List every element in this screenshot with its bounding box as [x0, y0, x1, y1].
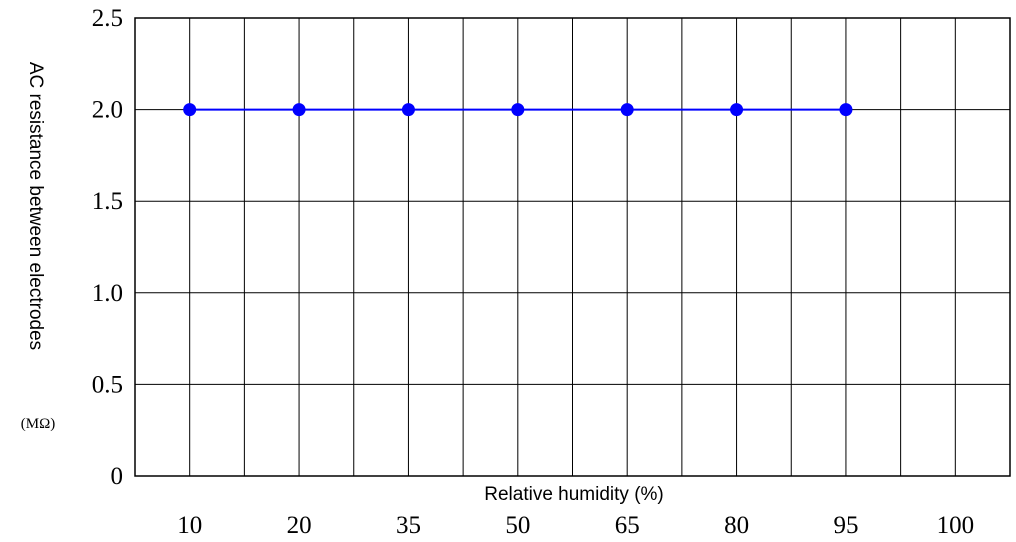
- x-axis-label: Relative humidity (%): [484, 484, 664, 505]
- y-tick-label: 0: [111, 463, 124, 490]
- y-tick-label: 1.0: [92, 280, 123, 307]
- y-axis-label: AC resistance between electrodes: [25, 62, 46, 350]
- x-tick-label: 35: [396, 512, 421, 539]
- x-tick-label: 50: [505, 512, 530, 539]
- y-tick-label: 2.5: [92, 5, 123, 32]
- y-tick-labels: 0 0.5 1.0 1.5 2.0 2.5: [92, 5, 123, 490]
- x-tick-label: 20: [287, 512, 312, 539]
- x-tick-label: 95: [833, 512, 858, 539]
- data-point: [183, 103, 197, 117]
- series-layer: [183, 103, 853, 117]
- y-axis-unit: (MΩ): [21, 416, 55, 432]
- x-tick-label: 10: [177, 512, 202, 539]
- data-point: [292, 103, 306, 117]
- data-point: [620, 103, 634, 117]
- data-point: [511, 103, 525, 117]
- data-point: [401, 103, 415, 117]
- x-tick-label: 100: [937, 512, 975, 539]
- y-tick-label: 0.5: [92, 371, 123, 398]
- plot-frame: [134, 17, 1011, 477]
- data-point: [839, 103, 853, 117]
- y-tick-label: 2.0: [92, 97, 123, 124]
- x-tick-labels: 10 20 35 50 65 80 95 100: [177, 512, 974, 539]
- y-tick-label: 1.5: [92, 188, 123, 215]
- grid: [134, 17, 1011, 477]
- x-tick-label: 65: [615, 512, 640, 539]
- data-point: [730, 103, 744, 117]
- x-tick-label: 80: [724, 512, 749, 539]
